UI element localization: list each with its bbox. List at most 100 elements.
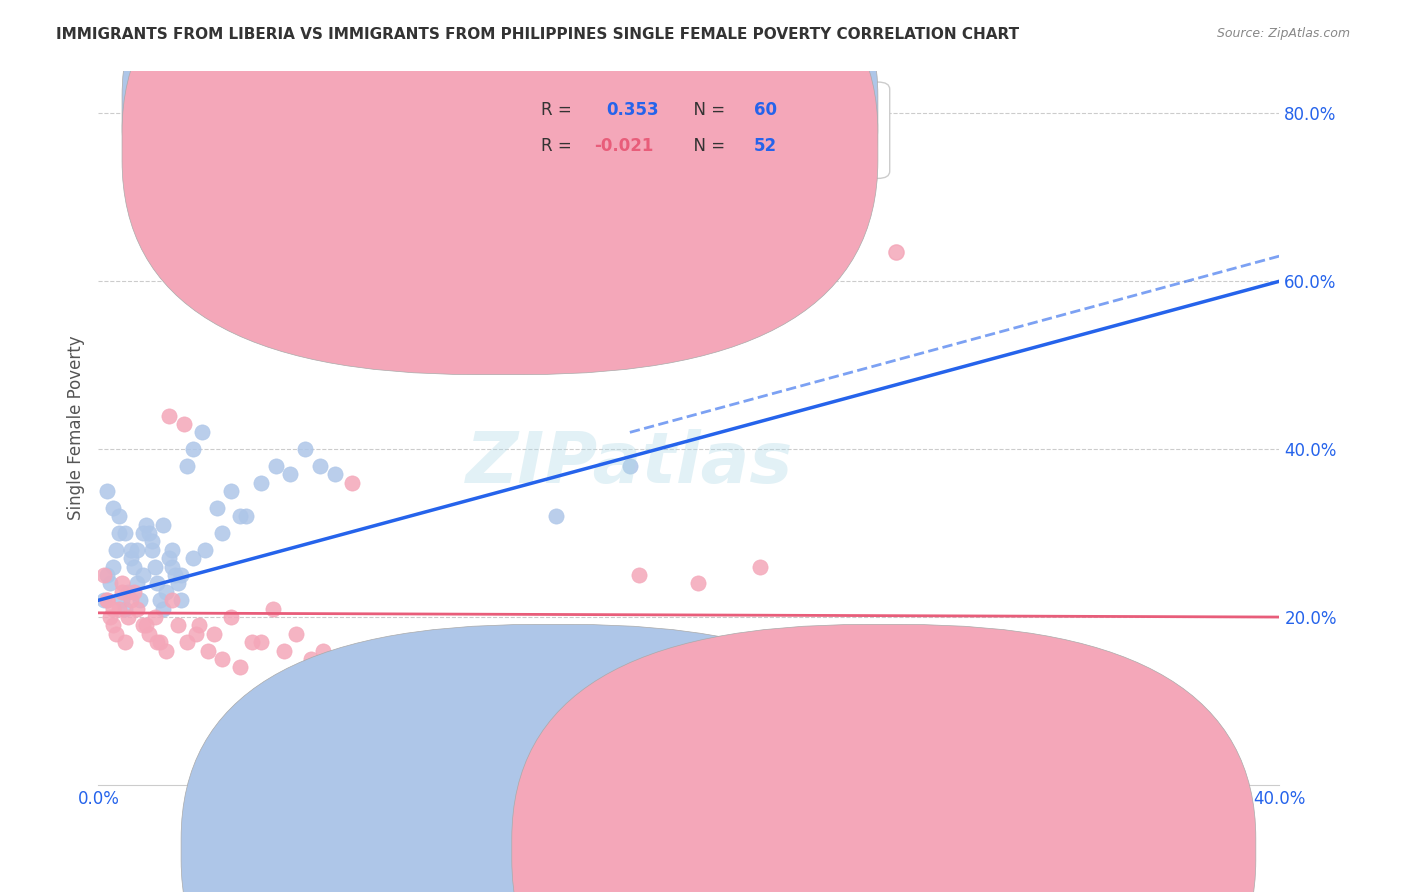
Point	[143, 610, 166, 624]
Point	[122, 559, 145, 574]
Text: 60: 60	[754, 101, 778, 119]
Point	[181, 551, 204, 566]
Point	[103, 601, 125, 615]
Text: 52: 52	[754, 136, 778, 154]
Point	[132, 568, 155, 582]
Y-axis label: Single Female Poverty: Single Female Poverty	[66, 336, 84, 520]
Point	[146, 576, 169, 591]
Point	[202, 627, 225, 641]
Point	[98, 610, 121, 624]
Point	[264, 458, 287, 473]
Point	[157, 551, 180, 566]
Point	[221, 610, 243, 624]
Text: IMMIGRANTS FROM LIBERIA VS IMMIGRANTS FROM PHILIPPINES SINGLE FEMALE POVERTY COR: IMMIGRANTS FROM LIBERIA VS IMMIGRANTS FR…	[56, 27, 1019, 42]
Point	[96, 484, 118, 499]
Point	[323, 467, 346, 482]
Point	[184, 627, 207, 641]
Point	[167, 618, 190, 632]
Point	[205, 500, 228, 515]
Point	[191, 425, 214, 440]
Text: 0.353: 0.353	[606, 101, 659, 119]
Point	[125, 601, 148, 615]
Point	[114, 635, 136, 649]
Point	[120, 551, 142, 566]
Point	[111, 576, 134, 591]
Point	[235, 509, 257, 524]
Point	[884, 244, 907, 259]
Point	[176, 458, 198, 473]
Point	[103, 559, 125, 574]
Point	[120, 593, 142, 607]
Point	[98, 576, 121, 591]
Point	[93, 568, 115, 582]
Point	[96, 593, 118, 607]
Point	[329, 660, 352, 674]
Point	[146, 635, 169, 649]
Point	[120, 542, 142, 557]
Point	[273, 643, 295, 657]
Point	[149, 635, 172, 649]
Point	[165, 568, 187, 582]
Point	[173, 417, 195, 431]
Point	[221, 484, 243, 499]
Point	[627, 568, 650, 582]
Point	[117, 610, 139, 624]
Point	[176, 635, 198, 649]
Point	[280, 467, 302, 482]
Point	[103, 500, 125, 515]
FancyBboxPatch shape	[122, 0, 877, 375]
Point	[162, 559, 183, 574]
Point	[299, 652, 322, 666]
Point	[181, 442, 204, 457]
Point	[157, 409, 180, 423]
Point	[471, 702, 494, 716]
Point	[141, 534, 163, 549]
Point	[250, 635, 273, 649]
Point	[686, 576, 709, 591]
Text: ZIPatlas: ZIPatlas	[467, 429, 793, 499]
Point	[132, 526, 155, 541]
Point	[240, 635, 263, 649]
Point	[152, 601, 174, 615]
Point	[128, 593, 150, 607]
Point	[229, 509, 252, 524]
Point	[170, 568, 193, 582]
Point	[187, 618, 209, 632]
Point	[575, 643, 598, 657]
Text: N =: N =	[683, 136, 730, 154]
Point	[477, 635, 499, 649]
Text: Source: ZipAtlas.com: Source: ZipAtlas.com	[1216, 27, 1350, 40]
Point	[170, 593, 193, 607]
Text: Immigrants from Liberia: Immigrants from Liberia	[595, 840, 796, 858]
Point	[125, 542, 148, 557]
Point	[132, 618, 155, 632]
Point	[361, 643, 384, 657]
Point	[167, 576, 190, 591]
Point	[111, 593, 134, 607]
Text: Immigrants from Philippines: Immigrants from Philippines	[925, 840, 1160, 858]
Point	[748, 559, 770, 574]
Point	[138, 526, 160, 541]
Point	[155, 585, 177, 599]
Point	[262, 601, 284, 615]
Point	[197, 643, 219, 657]
Point	[96, 593, 118, 607]
Point	[229, 660, 252, 674]
Text: R =: R =	[541, 136, 578, 154]
Point	[108, 601, 131, 615]
Point	[103, 618, 125, 632]
Text: R =: R =	[541, 101, 582, 119]
Point	[105, 542, 128, 557]
Text: N =: N =	[683, 101, 730, 119]
Point	[117, 585, 139, 599]
Point	[93, 593, 115, 607]
Point	[141, 542, 163, 557]
Point	[125, 576, 148, 591]
Point	[546, 509, 568, 524]
Point	[135, 618, 157, 632]
Point	[285, 627, 308, 641]
Point	[524, 669, 547, 683]
FancyBboxPatch shape	[453, 82, 890, 178]
Point	[152, 517, 174, 532]
FancyBboxPatch shape	[122, 0, 877, 339]
